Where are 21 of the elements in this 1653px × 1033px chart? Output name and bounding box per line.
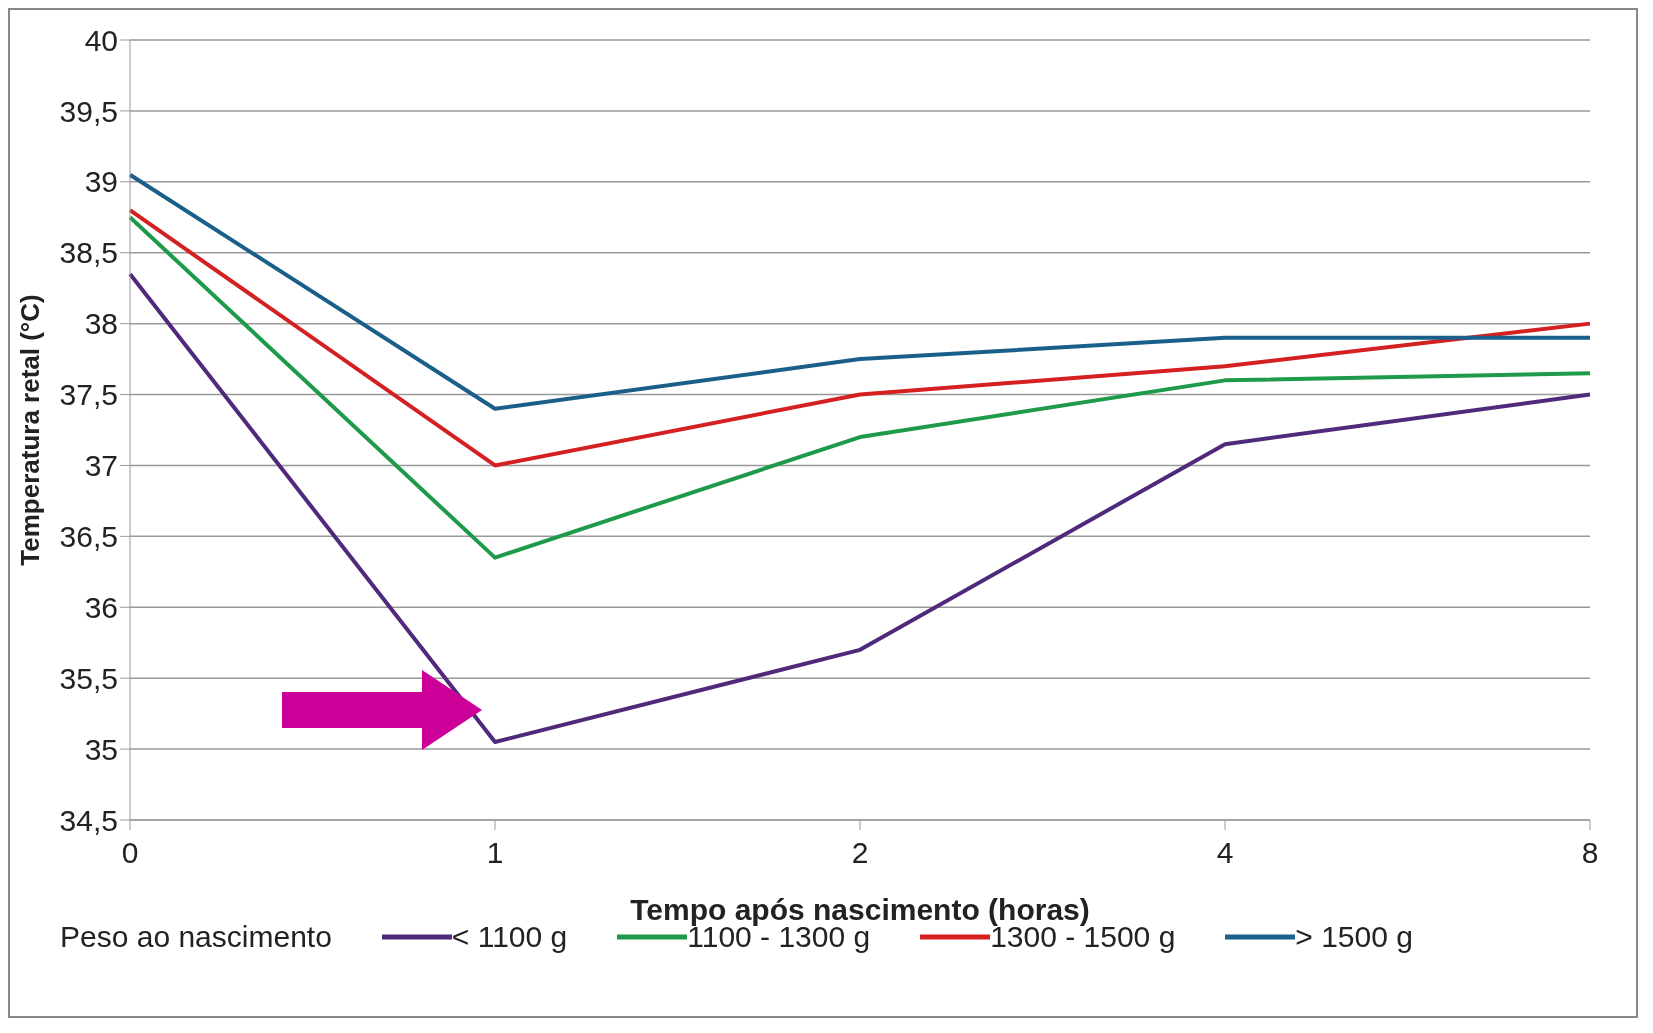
y-tick-label: 34,5 (59, 803, 118, 837)
legend-label: < 1100 g (451, 920, 568, 954)
y-tick-label: 39 (84, 165, 118, 199)
y-tick-label: 37,5 (59, 378, 118, 412)
y-tick-label: 40 (84, 23, 118, 57)
x-tick-label: 1 (486, 836, 504, 870)
x-tick-label: 4 (1216, 836, 1234, 870)
y-tick-label: 36,5 (59, 520, 118, 554)
x-tick-label: 2 (851, 836, 869, 870)
x-tick-label: 8 (1581, 836, 1599, 870)
y-tick-label: 39,5 (59, 94, 118, 128)
y-axis-title: Temperatura retal (°C) (15, 294, 46, 566)
y-tick-label: 38,5 (59, 236, 118, 270)
y-tick-label: 37 (84, 449, 118, 483)
y-tick-label: 35 (84, 732, 118, 766)
y-tick-label: 35,5 (59, 661, 118, 695)
y-tick-label: 38 (84, 307, 118, 341)
x-tick-label: 0 (121, 836, 139, 870)
legend-title: Peso ao nascimento (60, 920, 332, 954)
y-tick-label: 36 (84, 590, 118, 624)
legend-label: > 1500 g (1295, 920, 1413, 954)
